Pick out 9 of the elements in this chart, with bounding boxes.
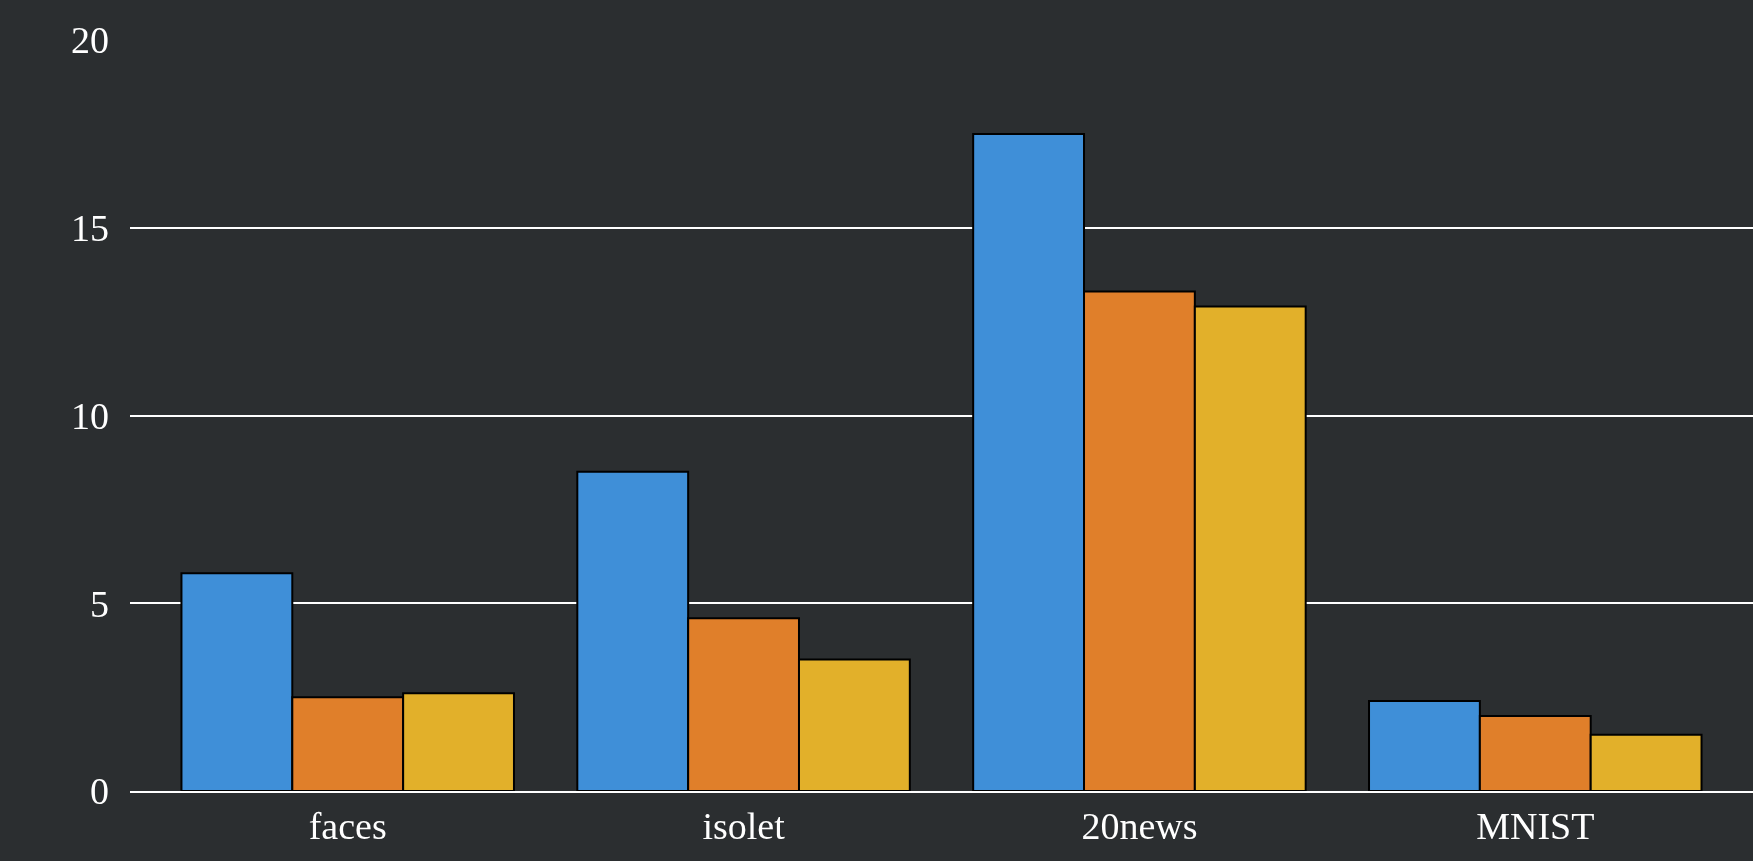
x-tick-label: isolet [702,804,786,847]
x-tick-label: MNIST [1476,804,1595,847]
y-tick-label: 0 [90,770,109,813]
y-tick-label: 20 [71,19,109,62]
y-tick-label: 5 [90,582,109,625]
x-tick-label: 20news [1081,804,1198,847]
y-tick-label: 10 [71,394,109,437]
x-tick-label: faces [308,804,387,847]
y-tick-label: 15 [71,207,109,250]
